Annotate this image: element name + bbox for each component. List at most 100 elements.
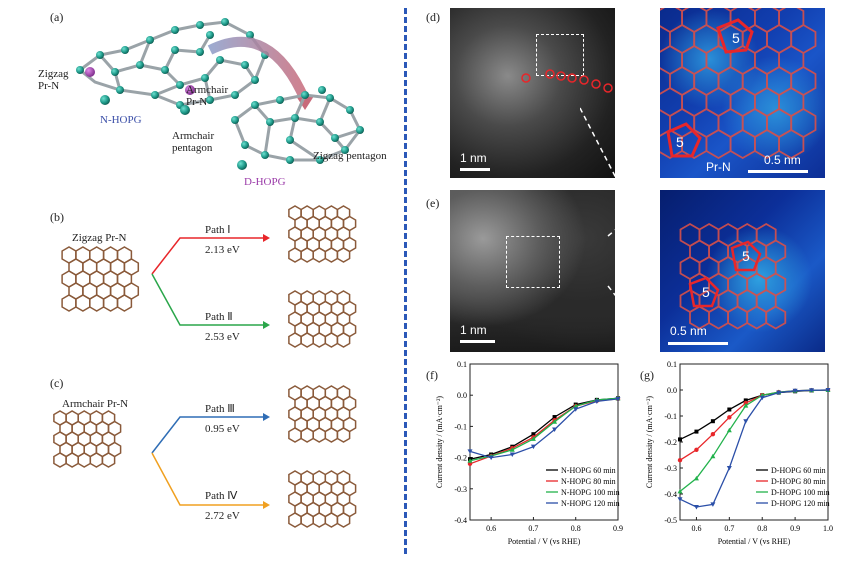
path3-energy: 0.95 eV <box>205 423 240 435</box>
chart-f-xlabel: Potential / V (vs RHE) <box>508 537 581 546</box>
chart-f-data-point <box>573 403 579 409</box>
chart-f-data-point <box>531 432 536 437</box>
chart-g-series-line <box>679 389 829 508</box>
chart-f-series-line <box>469 398 619 459</box>
panel-c-branch-arrows <box>151 413 270 509</box>
graphene-structure-illustration <box>76 18 364 170</box>
zigzag-molecule-illustration <box>61 246 140 312</box>
path4-product-molecule <box>288 470 357 528</box>
chart-f-data-point <box>509 447 515 452</box>
chart-f-data-point <box>467 461 473 467</box>
hexagon-overlay-d <box>660 8 817 160</box>
chart-f: 0.6 0.7 0.8 0.9 0.1 0.0 -0.1 -0.2 -0.3 -0.4 Potent… <box>435 360 623 546</box>
chart-f-data-point <box>615 396 621 402</box>
chart-g-data-point <box>825 388 831 393</box>
transformation-arrow <box>207 36 310 103</box>
chart-g-xtick-label: 0.6 <box>691 524 701 533</box>
chart-f-data-point <box>594 399 600 404</box>
chart-g-data-point <box>677 497 683 502</box>
chart-f-data-point <box>573 407 579 412</box>
zigzag-pr-n-label: Zigzag Pr-N <box>38 68 69 92</box>
panel-b-branch-arrows <box>151 234 270 329</box>
chart-f-data-point <box>552 419 558 424</box>
path3-label: Path Ⅲ <box>205 403 235 415</box>
panel-b-letter: (b) <box>50 210 64 224</box>
chart-g-ytick-label: -0.2 <box>664 438 677 447</box>
scale-text-d-right: 0.5 nm <box>764 153 801 167</box>
chart-f-xtick-label: 0.6 <box>486 524 496 533</box>
path2-arrowhead-icon <box>263 321 270 329</box>
pentagon-d-bottom <box>666 122 702 158</box>
chart-f-legend-label: N-HOPG 60 min <box>561 466 616 475</box>
chart-g-data-point <box>710 502 716 507</box>
path1-arrow <box>151 237 265 275</box>
chart-g-ytick-label: 0.0 <box>667 386 677 395</box>
chart-f-plot-frame <box>469 363 619 521</box>
chart-g-legend-label: D-HOPG 80 min <box>771 477 826 486</box>
pentagon-e-top <box>730 240 762 272</box>
zigzag-label-line2: Pr-N <box>38 80 60 92</box>
chart-g-legend-label: D-HOPG 100 min <box>771 488 830 497</box>
panel-g-letter: (g) <box>640 368 654 382</box>
hexagon-overlay-e <box>679 222 787 330</box>
scale-bar-d-right <box>748 170 808 173</box>
chart-g-data-point <box>710 419 715 424</box>
path3-arrow <box>151 416 265 454</box>
chart-f-ytick-label: 0.1 <box>457 360 467 369</box>
chart-g-ytick-label: -0.4 <box>664 490 677 499</box>
chart-f-xtick-label: 0.8 <box>571 524 581 533</box>
chart-f-data-point <box>467 458 473 463</box>
chart-f-xtick-label: 0.9 <box>613 524 623 533</box>
chart-g-data-point <box>743 419 749 424</box>
pentagon-d-top <box>716 18 754 54</box>
path3-product-molecule <box>288 385 357 443</box>
path3-arrowhead-icon <box>263 413 270 421</box>
chart-g-ytick-label: -0.5 <box>664 516 677 525</box>
path1-energy: 2.13 eV <box>205 244 240 256</box>
armchair-nitrogen-atom <box>185 85 195 95</box>
chart-g-ytick-label: -0.3 <box>664 464 677 473</box>
path2-product-molecule <box>288 290 357 348</box>
chart-f-ytick-label: -0.4 <box>454 516 467 525</box>
path2-label: Path Ⅱ <box>205 311 233 323</box>
chart-g-data-point <box>677 488 683 494</box>
chart-f-xtick-label: 0.7 <box>528 524 538 533</box>
chart-f-legend-label: N-HOPG 80 min <box>561 477 616 486</box>
chart-f-data-point <box>467 449 473 454</box>
chart-f-series-line <box>469 397 619 462</box>
chart-g-xlabel: Potential / V (vs RHE) <box>718 537 791 546</box>
chart-g-data-point <box>677 458 683 463</box>
armchair-label-line1: Armchair <box>186 84 229 96</box>
chart-g-ylabel: Current density / (mA·cm⁻²) <box>645 396 654 488</box>
chart-f-ytick-label: -0.2 <box>454 454 467 463</box>
chart-f-data-point <box>530 436 536 441</box>
simulated-image-e: 5 5 0.5 nm <box>660 190 825 352</box>
chart-g-data-point <box>726 427 732 433</box>
scale-bar-e-left <box>460 340 495 343</box>
pentagon-e-bottom <box>688 276 720 308</box>
zoom-lines-d <box>580 9 659 179</box>
path4-energy: 2.72 eV <box>205 510 240 522</box>
zoom-box-e <box>506 236 560 288</box>
panel-e-letter: (e) <box>426 196 440 210</box>
armchair-molecule-illustration <box>53 410 122 468</box>
path2-energy: 2.53 eV <box>205 331 240 343</box>
path1-label: Path Ⅰ <box>205 224 231 236</box>
chart-g-data-point <box>776 390 782 396</box>
chart-g-data-point <box>743 400 748 406</box>
chart-f-data-point <box>552 415 557 420</box>
zigzag-pentagon-label: Zigzag pentagon <box>313 150 387 162</box>
chart-g-data-point <box>694 429 699 434</box>
chart-g-data-point <box>693 475 699 481</box>
zoom-lines-e <box>607 191 661 353</box>
chart-g-data-point <box>694 447 699 452</box>
chart-g-data-point <box>792 388 798 394</box>
chart-g-data-point <box>710 432 716 437</box>
chart-g-xtick-label: 0.9 <box>790 524 800 533</box>
scale-bar-d-left <box>460 168 490 171</box>
chart-f-data-point <box>552 427 558 433</box>
chart-f-legend-label: N-HOPG 120 min <box>561 499 620 508</box>
chart-f-ytick-label: -0.3 <box>454 485 467 494</box>
chart-g-xtick-label: 0.7 <box>724 524 734 533</box>
armchair-pent-line2: pentagon <box>172 142 213 154</box>
